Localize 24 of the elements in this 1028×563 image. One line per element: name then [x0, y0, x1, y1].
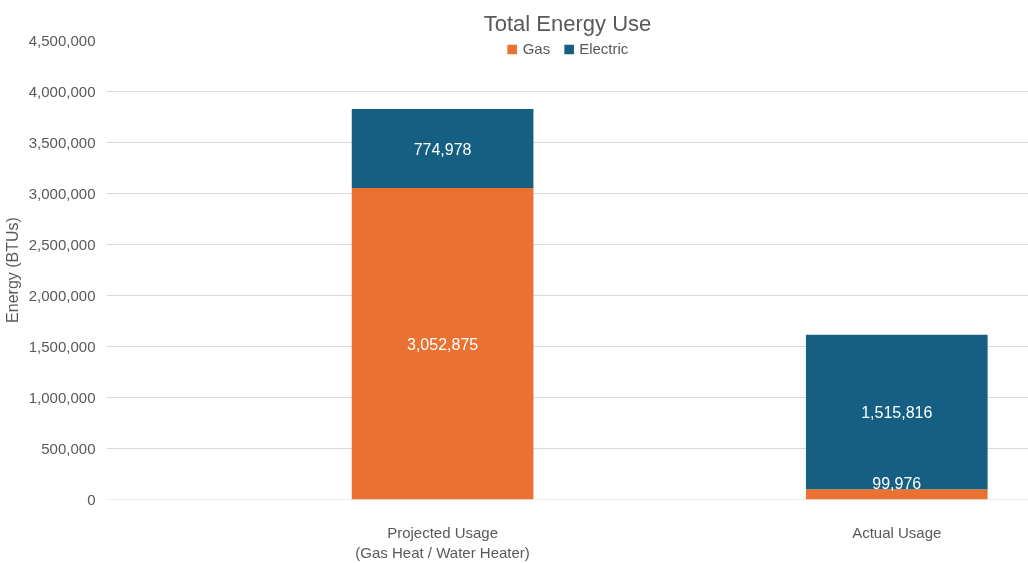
y-tick-label: 2,500,000	[28, 235, 96, 253]
data-label: 99,976	[872, 475, 922, 493]
y-tick-label: 1,000,000	[28, 388, 96, 406]
bar	[351, 109, 534, 189]
y-tick-label: 4,000,000	[28, 82, 96, 100]
x-tick-label: Projected Usage (Gas Heat / Water Heater)	[355, 523, 530, 561]
legend-label: Electric	[579, 40, 629, 57]
data-label: 1,515,816	[861, 404, 933, 421]
data-label: 3,052,875	[407, 335, 479, 353]
y-tick-label: 4,500,000	[28, 31, 96, 49]
y-tick-label: 3,500,000	[28, 133, 96, 151]
chart-title: Total Energy Use	[483, 10, 652, 36]
bar	[805, 334, 988, 490]
bar	[351, 188, 534, 500]
legend-label: Gas	[522, 40, 551, 57]
y-tick-label: 0	[87, 490, 96, 508]
y-tick-label: 3,000,000	[28, 184, 96, 202]
y-tick-label: 1,500,000	[28, 337, 96, 355]
x-tick-label: Actual Usage	[852, 523, 942, 541]
y-axis-title: Energy (BTUs)	[3, 217, 21, 323]
y-tick-label: 2,000,000	[28, 286, 96, 304]
data-label: 774,978	[413, 140, 472, 158]
y-tick-label: 500,000	[41, 439, 96, 457]
bar	[805, 489, 988, 500]
